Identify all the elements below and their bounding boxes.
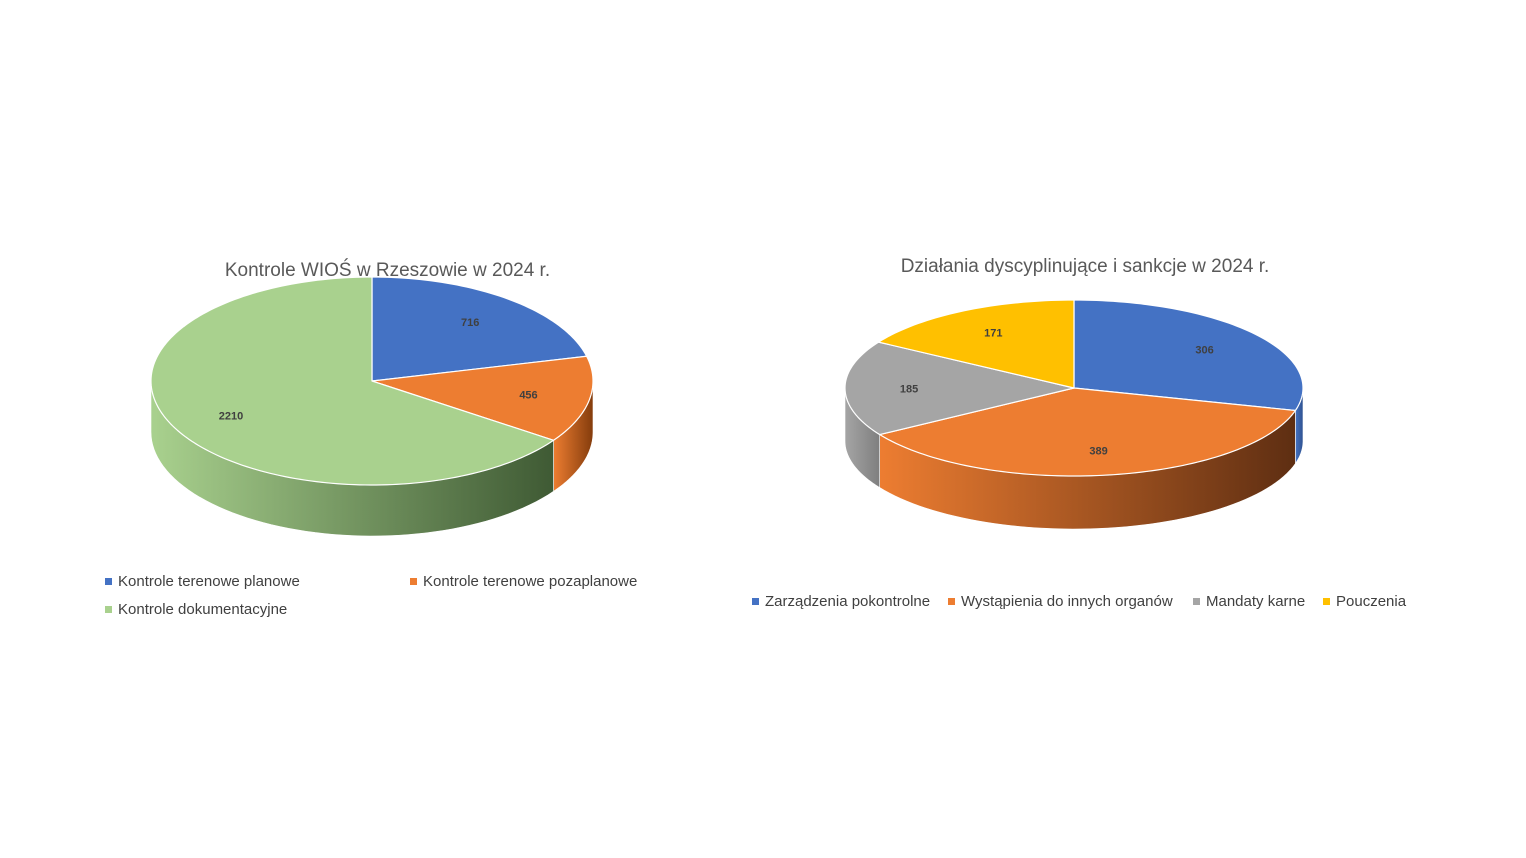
legend-swatch <box>1323 598 1330 605</box>
pie-slice-zarzadzenia-pokontrolne <box>1073 299 1304 412</box>
legend-label: Wystąpienia do innych organów <box>961 593 1173 610</box>
legend-swatch <box>1193 598 1200 605</box>
legend-swatch <box>752 598 759 605</box>
legend-swatch <box>948 598 955 605</box>
data-label-kontrole-dokumentacyjne: 2210 <box>219 411 243 423</box>
pie-slice-mandaty-karne <box>844 341 1075 436</box>
legend-label: Zarządzenia pokontrolne <box>765 593 931 610</box>
legend-item-pouczenia: Pouczenia <box>1323 593 1406 610</box>
legend-label: Kontrole terenowe planowe <box>118 573 300 590</box>
data-label-kontrole-terenowe-planowe: 716 <box>461 317 479 329</box>
chart-panel-controls: Kontrole WIOŚ w Rzeszowie w 2024 r. 716 4… <box>100 240 720 640</box>
chart-title: Kontrole WIOŚ w Rzeszowie w 2024 r. <box>224 260 551 281</box>
legend-label: Kontrole dokumentacyjne <box>118 601 288 618</box>
pie-slice-kontrole-terenowe-planowe <box>371 276 588 382</box>
pie-slice-kontrole-dokumentacyjne <box>150 276 555 486</box>
pie-slice-kontrole-terenowe-pozaplanowe <box>371 355 594 441</box>
data-label-wystapienia-do-innych-organow: 389 <box>1089 446 1107 458</box>
legend-item-mandaty-karne: Mandaty karne <box>1193 593 1305 610</box>
legend-item-kontrole-dokumentacyjne: Kontrole dokumentacyjne <box>105 601 287 618</box>
legend-item-kontrole-terenowe-planowe: Kontrole terenowe planowe <box>105 573 300 590</box>
legend-swatch <box>105 606 112 613</box>
legend-item-zarzadzenia-pokontrolne: Zarządzenia pokontrolne <box>752 593 930 610</box>
pie-chart-sanctions: 306 389 185 171 <box>844 299 1304 530</box>
data-label-mandaty-karne: 185 <box>900 383 918 395</box>
pie-chart-controls: 716 456 2210 <box>150 276 594 537</box>
legend-swatch <box>410 578 417 585</box>
pie-slice-pouczenia <box>877 299 1075 389</box>
legend-swatch <box>105 578 112 585</box>
data-label-pouczenia: 171 <box>984 328 1002 340</box>
legend-label: Kontrole terenowe pozaplanowe <box>423 573 638 590</box>
legend-item-wystapienia-do-innych-organow: Wystąpienia do innych organów <box>948 593 1173 610</box>
chart-title: Działania dyscyplinujące i sankcje w 202… <box>900 256 1270 277</box>
chart-panel-sanctions: Działania dyscyplinujące i sankcje w 202… <box>745 240 1425 640</box>
data-label-kontrole-terenowe-pozaplanowe: 456 <box>519 390 537 402</box>
legend-label: Mandaty karne <box>1206 593 1306 610</box>
legend-label: Pouczenia <box>1336 593 1407 610</box>
data-label-zarzadzenia-pokontrolne: 306 <box>1195 344 1213 356</box>
legend-item-kontrole-terenowe-pozaplanowe: Kontrole terenowe pozaplanowe <box>410 573 637 590</box>
